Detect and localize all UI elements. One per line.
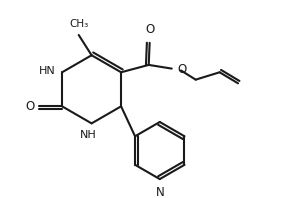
- Text: N: N: [155, 186, 164, 198]
- Text: NH: NH: [79, 130, 96, 140]
- Text: O: O: [25, 100, 35, 113]
- Text: HN: HN: [39, 66, 56, 76]
- Text: O: O: [177, 63, 186, 76]
- Text: O: O: [145, 23, 154, 36]
- Text: CH₃: CH₃: [69, 19, 88, 29]
